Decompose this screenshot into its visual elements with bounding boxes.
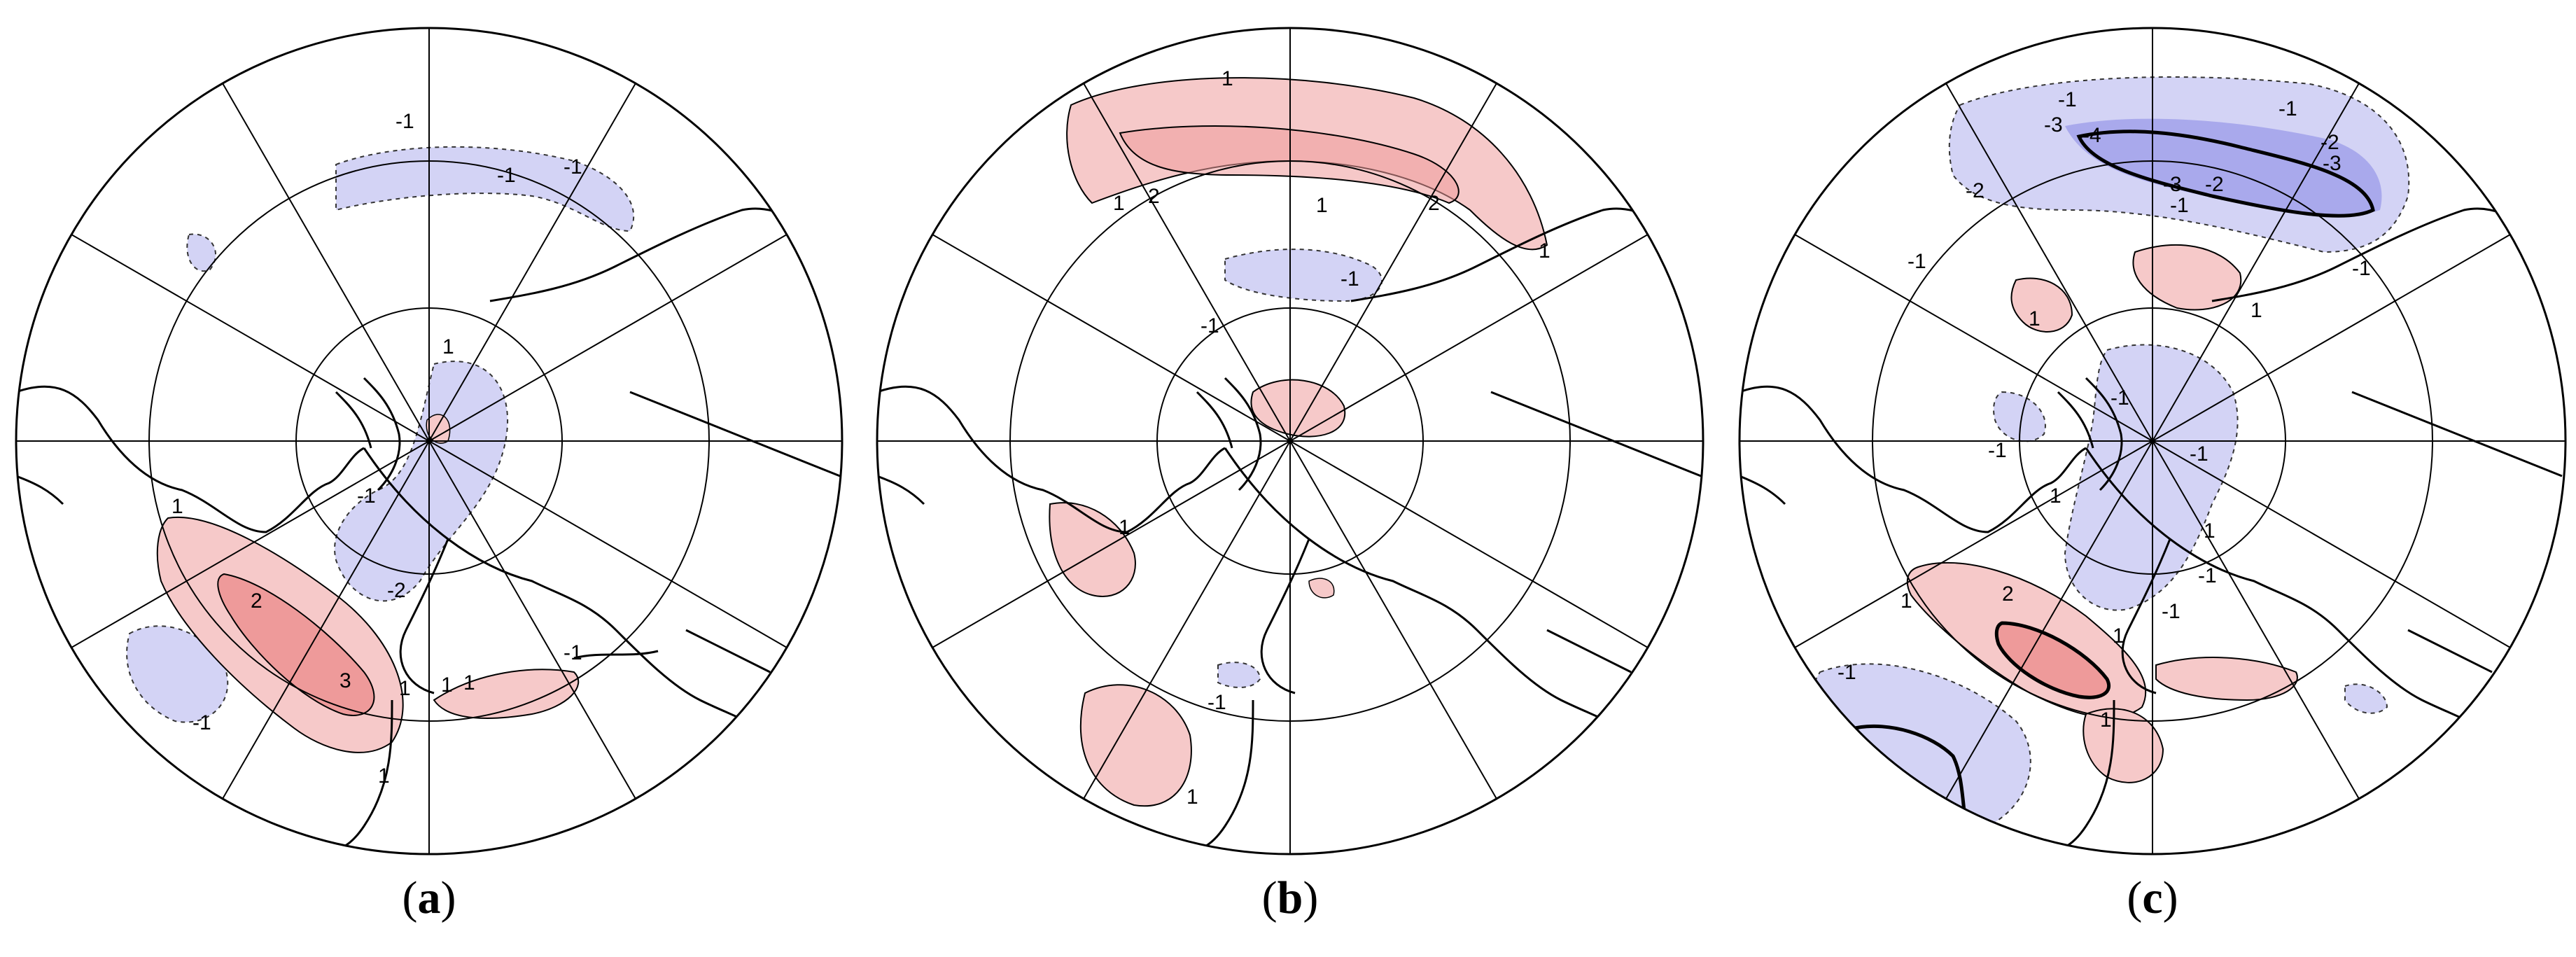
panel-c-label: 1 [2250,299,2262,322]
panel-c-label: -1 [1988,439,2007,462]
panel-c-label: -3 [2044,113,2063,137]
panel-a-label: 1 [172,495,183,518]
panel-a-graticule [16,28,842,854]
panel-c-anomaly-fills [1805,76,2410,852]
panel-b-label: 1 [1222,67,1233,90]
panel-b-anomaly-fills [1049,77,1548,807]
panel-c-label: -1 [1907,250,1926,273]
panel-a-coastlines [16,207,841,853]
panel-c-label: -1 [2352,257,2371,280]
panel-c-label: 2 [2002,582,2014,606]
panel-c-label: 1 [2100,708,2112,732]
panel-a-label: -1 [564,641,582,664]
panel-b-caption: (b) [1261,872,1319,923]
panel-b-label: 1 [1119,516,1130,539]
panel-a-label: 1 [441,673,453,697]
panel-c-label: 1 [2204,519,2216,543]
panel-c-label: 1 [2113,624,2124,648]
panel-c-label: -1 [2110,386,2129,410]
panel-c-label: -1 [2162,600,2180,623]
panel-c-label: -1 [2058,88,2077,111]
panel-a-map: 1 1 2 3 1 1 -1 -1 -1 -1 -1 -2 1 -1 1 [15,27,844,855]
panel-b-label: 2 [1148,185,1160,208]
panel-c-label: -1 [2170,194,2189,217]
panel-a-label: 1 [442,335,454,358]
panel-c-label: -2 [2205,173,2224,196]
panel-c-label: 1 [2050,484,2062,508]
panel-b-contour-labels: 1 1 2 1 2 1 -1 -1 1 -1 1 [1113,67,1550,809]
panel-c-label: -3 [2323,152,2342,175]
panel-a-label: -1 [396,110,414,133]
panel-b-map: 1 1 2 1 2 1 -1 -1 1 -1 1 [876,27,1704,855]
panel-c-label: -1 [2278,97,2297,120]
panel-c-contour-labels: -1 -3 -4 -1 -2 -3 -2 -3 -1 -2 -1 -1 1 1 … [1837,88,2371,732]
panel-a-label: -2 [387,579,406,602]
panel-c-label: -4 [2082,124,2101,147]
panel-b-label: 2 [1428,192,1440,215]
panel-a-label: -1 [564,155,582,179]
panel-b-label: 1 [1113,192,1125,215]
panel-b-label: -1 [1208,691,1226,714]
panel-b-label: 1 [1316,194,1328,217]
panel-a-label: 3 [340,669,351,692]
panel-b-label: -1 [1200,314,1219,337]
figure-svg: 1 1 2 3 1 1 -1 -1 -1 -1 -1 -2 1 -1 1 [15,27,2567,855]
panel-a-outline [15,27,844,855]
panel-a-label: -1 [192,711,211,734]
panel-a-label: 1 [378,764,390,788]
panel-b-label: 1 [1539,239,1550,263]
panel-c-label: -1 [1837,661,1856,684]
panel-b-label: 1 [1186,785,1198,809]
panel-c-caption: (c) [2127,872,2178,923]
panel-b-graticule [877,28,1703,854]
panel-c-map: -1 -3 -4 -1 -2 -3 -2 -3 -1 -2 -1 -1 1 1 … [1738,27,2567,855]
panel-a-anomaly-fills [126,146,635,753]
panel-a-label: 1 [399,677,411,700]
panel-a-label: -1 [497,164,516,187]
panel-c-label: 1 [1900,589,1912,613]
panel-a-label: -1 [357,484,376,508]
panel-a-label: 2 [251,589,262,613]
panel-c-label: 1 [2029,307,2040,330]
panel-a-label: 1 [463,671,475,694]
panel-c-label: -2 [1966,179,1984,202]
panel-c-label: -2 [2320,131,2339,154]
panel-b-outline [876,27,1704,855]
panel-c-label: -3 [2163,173,2182,196]
panel-c-graticule [1740,28,2566,854]
panel-a-contour-labels: 1 1 2 3 1 1 -1 -1 -1 -1 -1 -2 1 -1 1 [172,110,582,788]
panel-c-label: -1 [2198,564,2217,587]
panel-a-caption: (a) [402,872,456,923]
panel-c-label: -1 [2190,442,2208,466]
panel-b-coastlines [877,207,1702,853]
panel-c-outline [1738,27,2567,855]
panel-b-label: -1 [1340,267,1359,291]
